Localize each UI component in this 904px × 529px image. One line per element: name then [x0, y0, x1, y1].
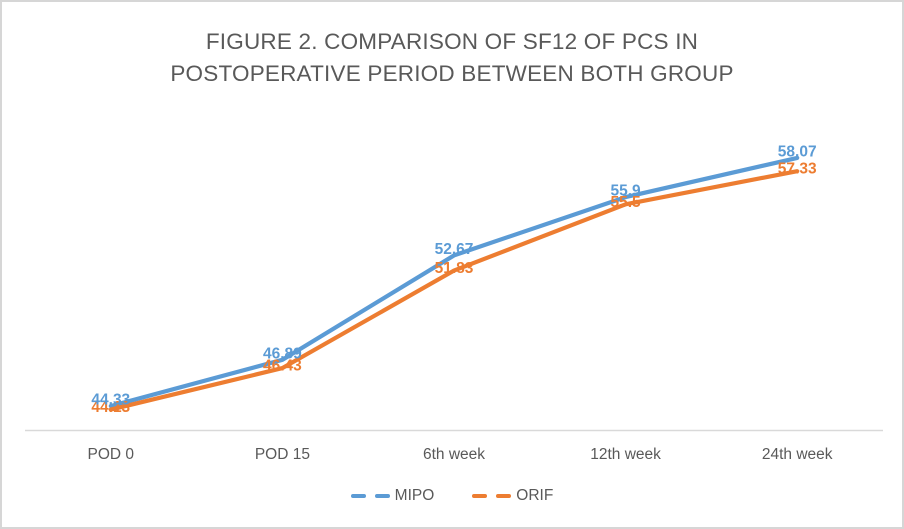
x-axis-label: POD 15	[255, 446, 310, 463]
legend-line-sample-orif	[472, 494, 512, 498]
legend-dash-icon	[472, 494, 488, 498]
x-axis-label: 12th week	[590, 446, 661, 463]
data-label-mipo: 52.67	[435, 241, 474, 258]
x-axis-label: 24th week	[762, 446, 833, 463]
data-label-orif: 57.33	[778, 161, 817, 178]
data-label-mipo: 58.07	[778, 143, 817, 160]
data-label-orif: 46.43	[263, 358, 302, 375]
legend-label-orif: ORIF	[516, 487, 554, 504]
series-line-orif	[108, 169, 800, 412]
chart-title: FIGURE 2. COMPARISON OF SF12 OF PCS IN P…	[2, 26, 902, 90]
legend-item-orif: ORIF	[472, 487, 553, 505]
legend-dash-icon	[496, 494, 512, 498]
series-line-mipo	[108, 155, 800, 409]
legend-line-sample-mipo	[350, 494, 390, 498]
chart-title-line-2: POSTOPERATIVE PERIOD BETWEEN BOTH GROUP	[170, 60, 734, 86]
data-label-orif: 44.13	[91, 399, 130, 416]
data-label-orif: 55.5	[611, 194, 642, 211]
data-label-orif: 51.83	[435, 260, 474, 277]
x-axis-label: POD 0	[88, 446, 135, 463]
x-axis-label: 6th week	[423, 446, 485, 463]
chart-legend: MIPO ORIF	[2, 487, 902, 505]
data-label-mipo: 55.9	[611, 183, 642, 200]
chart-title-line-1: FIGURE 2. COMPARISON OF SF12 OF PCS IN	[205, 29, 699, 54]
legend-item-mipo: MIPO	[350, 487, 435, 505]
data-label-mipo: 44.33	[91, 392, 130, 409]
data-label-mipo: 46.89	[263, 345, 302, 362]
legend-dash-icon	[374, 494, 390, 498]
legend-label-mipo: MIPO	[394, 487, 435, 504]
legend-dash-icon	[350, 494, 366, 498]
